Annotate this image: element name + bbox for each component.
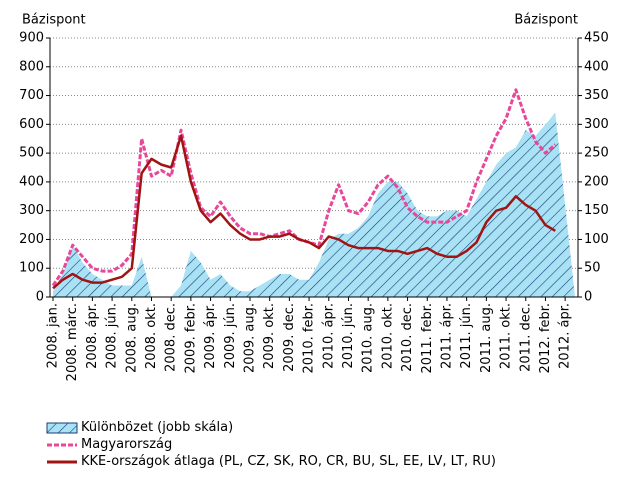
legend-label: Különbözet (jobb skála) xyxy=(81,420,234,435)
x-tick-label: 2011. febr. xyxy=(420,303,435,373)
x-tick-label: 2009. okt. xyxy=(262,303,277,369)
y2-tick-label: 450 xyxy=(584,31,609,46)
chart: Bázispont Bázispont 01002003004005006007… xyxy=(19,13,609,382)
x-tick-label: 2010. ápr. xyxy=(321,303,336,369)
y2-tick-label: 350 xyxy=(584,88,609,103)
y-tick-label: 700 xyxy=(19,88,44,103)
line-series xyxy=(52,134,556,290)
y2-tick-label: 300 xyxy=(584,117,609,132)
x-tick-label: 2011. jún. xyxy=(459,303,474,369)
x-tick-label: 2011. dec. xyxy=(518,303,533,372)
y2-tick-label: 400 xyxy=(584,59,609,74)
x-tick-label: 2012. febr. xyxy=(538,303,553,373)
y-tick-label: 600 xyxy=(19,117,44,132)
legend-label: Magyarország xyxy=(81,437,173,452)
y2-tick-label: 50 xyxy=(584,261,601,276)
x-tick-label: 2008. márc. xyxy=(65,303,80,381)
x-tick-label: 2010. okt. xyxy=(380,303,395,369)
y2-tick-label: 100 xyxy=(584,232,609,247)
y-tick-label: 900 xyxy=(19,31,44,46)
x-tick-label: 2009. jún. xyxy=(223,303,238,369)
legend-item: KKE-országok átlaga (PL, CZ, SK, RO, CR,… xyxy=(46,454,586,469)
y-tick-label: 500 xyxy=(19,146,44,161)
x-tick-label: 2009. aug. xyxy=(242,303,257,373)
swatch-area xyxy=(46,422,78,434)
legend: Különbözet (jobb skála) Magyarország KKE-o… xyxy=(46,420,586,471)
x-tick-label: 2012. ápr. xyxy=(558,303,573,369)
x-tick-label: 2009. ápr. xyxy=(203,303,218,369)
y-tick-label: 400 xyxy=(19,174,44,189)
x-tick-label: 2010. febr. xyxy=(302,303,317,373)
legend-swatch xyxy=(47,443,77,447)
y2-axis-label: Bázispont xyxy=(514,13,578,28)
x-tick-label: 2010. jún. xyxy=(341,303,356,369)
x-tick-label: 2008. ápr. xyxy=(85,303,100,369)
legend-swatch xyxy=(46,422,78,434)
y-tick-label: 300 xyxy=(19,203,44,218)
y-tick-label: 800 xyxy=(19,59,44,74)
x-tick-label: 2011. aug. xyxy=(479,303,494,373)
x-tick-label: 2008. jún. xyxy=(105,303,120,369)
area xyxy=(53,112,575,297)
x-tick-label: 2010. aug. xyxy=(361,303,376,373)
y-tick-label: 0 xyxy=(36,290,44,305)
legend-item: Magyarország xyxy=(46,437,586,452)
x-tick-label: 2011. ápr. xyxy=(439,303,454,369)
x-tick-label: 2010. dec. xyxy=(400,303,415,372)
x-tick-label: 2008. okt. xyxy=(144,303,159,369)
y2-tick-label: 250 xyxy=(584,146,609,161)
x-tick-label: 2008. aug. xyxy=(124,303,139,373)
x-tick-label: 2008. jan. xyxy=(46,303,61,368)
legend-item: Különbözet (jobb skála) xyxy=(46,420,586,435)
legend-swatch xyxy=(47,460,77,464)
y-tick-label: 100 xyxy=(19,261,44,276)
x-tick-label: 2011. okt. xyxy=(499,303,514,369)
x-tick-label: 2008. dec. xyxy=(164,303,179,372)
y-axis-label: Bázispont xyxy=(22,13,86,28)
y2-tick-label: 200 xyxy=(584,174,609,189)
x-tick-label: 2009. dec. xyxy=(282,303,297,372)
y2-tick-label: 150 xyxy=(584,203,609,218)
legend-label: KKE-országok átlaga (PL, CZ, SK, RO, CR,… xyxy=(81,454,496,469)
y2-tick-label: 0 xyxy=(584,290,592,305)
x-tick-label: 2009. febr. xyxy=(183,303,198,373)
y-tick-label: 200 xyxy=(19,232,44,247)
line-series xyxy=(51,88,557,287)
